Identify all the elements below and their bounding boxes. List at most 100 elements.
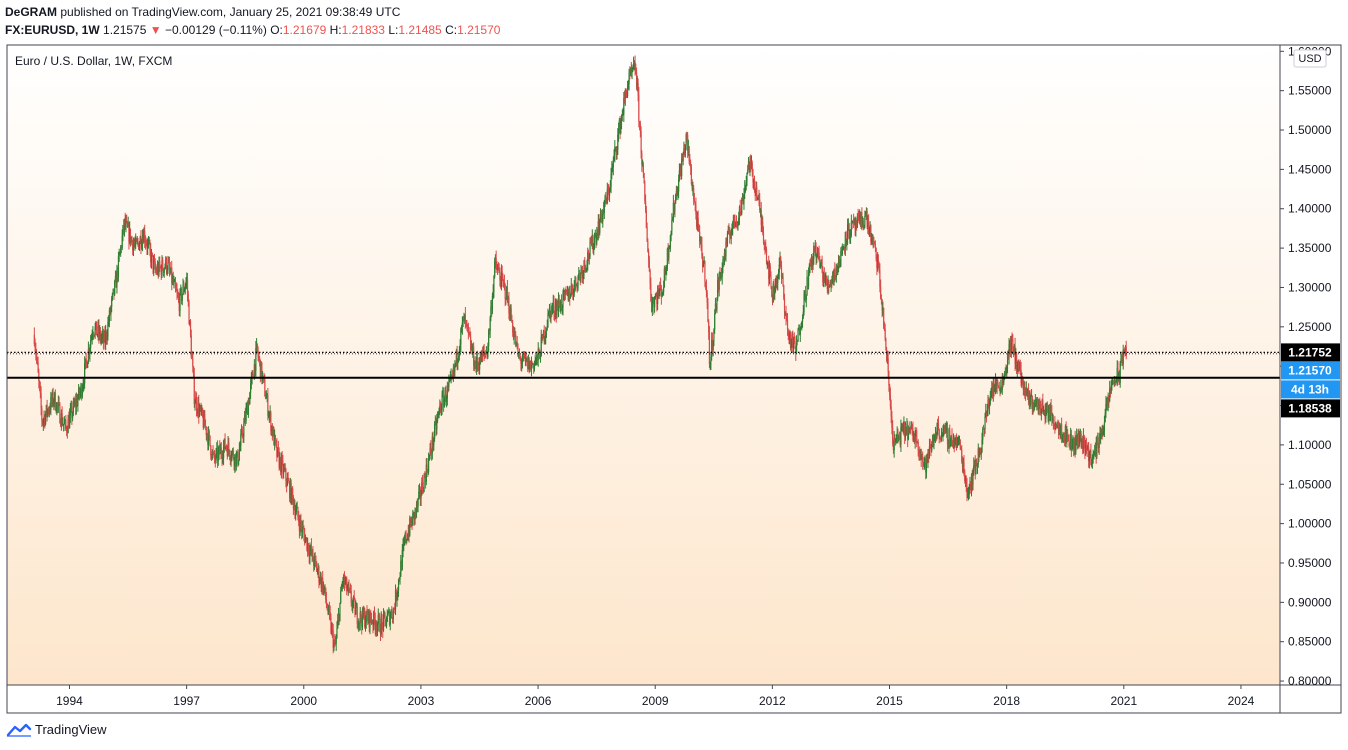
candle-body <box>792 333 794 349</box>
candle-body <box>400 561 402 577</box>
candle-body <box>343 575 345 582</box>
candle-body <box>761 222 763 225</box>
candle-body <box>957 440 959 443</box>
candle-body <box>428 455 430 459</box>
author-name[interactable]: DeGRAM <box>5 5 58 19</box>
candle-body <box>895 437 898 439</box>
candle-body <box>135 239 137 245</box>
candle-body <box>587 251 590 258</box>
candle-body <box>647 241 649 252</box>
candle-body <box>308 552 310 557</box>
candle-body <box>217 450 219 461</box>
candle-body <box>527 358 529 369</box>
candle-body <box>520 358 522 364</box>
candle-body <box>434 421 436 425</box>
candle-body <box>702 263 705 268</box>
candle-body <box>225 446 227 449</box>
candle-body <box>533 362 536 370</box>
candle-body <box>1121 358 1124 365</box>
candle-body <box>764 244 766 248</box>
candle-body <box>451 375 453 377</box>
candle-body <box>433 438 435 446</box>
candle-body <box>519 356 521 359</box>
candle-body <box>238 449 240 460</box>
candle-body <box>853 220 855 223</box>
candle-body <box>98 325 100 337</box>
close-value: 1.21570 <box>457 23 501 37</box>
candle-body <box>107 322 109 337</box>
candle-body <box>837 255 840 267</box>
candle-body <box>654 299 656 308</box>
candle-body <box>290 482 292 504</box>
candle-body <box>1065 426 1067 440</box>
candle-body <box>476 357 478 365</box>
candle-body <box>747 169 749 173</box>
candle-body <box>751 162 753 170</box>
candle-body <box>208 431 210 436</box>
currency-badge[interactable]: USD <box>1293 49 1327 68</box>
candle-body <box>495 258 497 266</box>
candle-body <box>527 358 530 369</box>
candle-body <box>304 538 307 544</box>
candle-body <box>213 452 215 454</box>
candle-body <box>382 614 385 631</box>
candle-body <box>741 198 744 200</box>
candle-body <box>1034 399 1036 407</box>
candle-body <box>602 209 605 213</box>
candle-body <box>584 261 586 267</box>
candle-body <box>940 435 943 439</box>
candle-body <box>1079 434 1081 437</box>
candle-body <box>1100 433 1102 438</box>
y-tick-label: 1.05000 <box>1288 477 1332 491</box>
tradingview-footer[interactable]: TradingView <box>6 722 107 737</box>
candle-body <box>458 350 460 357</box>
candle-body <box>890 406 892 417</box>
candle-body <box>1121 358 1123 360</box>
candle-body <box>39 387 41 394</box>
candle-body <box>1012 338 1014 353</box>
candle-body <box>470 346 472 350</box>
candle-body <box>995 379 997 389</box>
candle-body <box>739 206 741 213</box>
candle-body <box>321 578 323 589</box>
candle-body <box>268 415 270 417</box>
candle-body <box>423 475 425 492</box>
candle-body <box>247 401 249 415</box>
candle-body <box>104 332 106 344</box>
candle-body <box>816 248 819 254</box>
candle-body <box>1036 397 1038 404</box>
candle-body <box>289 482 291 499</box>
candle-body <box>1057 423 1059 425</box>
candle-body <box>266 394 268 398</box>
candle-body <box>629 72 631 75</box>
candle-body <box>589 241 591 257</box>
candle-body <box>298 516 300 523</box>
candle-body <box>326 604 328 610</box>
candle-body <box>405 532 407 542</box>
symbol-label[interactable]: FX:EURUSD, 1W <box>5 23 100 37</box>
candle-body <box>552 301 554 308</box>
candle-body <box>802 311 804 318</box>
candle-body <box>207 434 209 445</box>
candle-body <box>882 307 884 311</box>
candle-body <box>304 533 306 544</box>
candle-body <box>971 474 973 485</box>
y-tick-label: 1.45000 <box>1288 162 1332 176</box>
candle-body <box>905 427 907 432</box>
price-chart[interactable]: 0.800000.850000.900000.950001.000001.050… <box>0 0 1348 720</box>
candle-body <box>286 478 289 486</box>
candle-body <box>306 537 308 551</box>
candle-body <box>898 436 901 438</box>
candle-body <box>916 430 918 443</box>
candle-body <box>1002 378 1004 383</box>
candle-body <box>63 423 65 425</box>
candle-body <box>337 614 340 621</box>
time-axis[interactable]: 1994 1997 2000 2003 2006 2009 2012 2015 2018 2021… <box>56 685 1255 708</box>
candle-body <box>69 415 71 429</box>
candle-body <box>419 488 421 499</box>
price-axis[interactable]: 0.800000.850000.900000.950001.000001.050… <box>1280 44 1332 688</box>
candle-body <box>397 579 400 591</box>
candle-body <box>559 306 561 311</box>
candle-body <box>150 252 153 263</box>
candle-body <box>848 223 850 239</box>
